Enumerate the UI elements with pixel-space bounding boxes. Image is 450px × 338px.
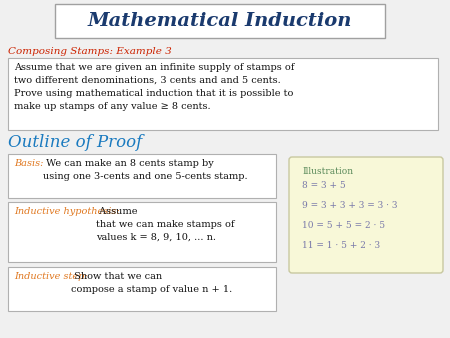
FancyBboxPatch shape [8, 154, 276, 198]
Text: Outline of Proof: Outline of Proof [8, 134, 142, 151]
FancyBboxPatch shape [55, 4, 385, 38]
Text: Assume that we are given an infinite supply of stamps of
two different denominat: Assume that we are given an infinite sup… [14, 63, 294, 111]
Text: Inductive step:: Inductive step: [14, 272, 88, 281]
FancyBboxPatch shape [289, 157, 443, 273]
FancyBboxPatch shape [8, 58, 438, 130]
Text: Illustration: Illustration [302, 167, 353, 176]
Text: Show that we can
compose a stamp of value n + 1.: Show that we can compose a stamp of valu… [71, 272, 232, 294]
Text: 10 = 5 + 5 = 2 · 5: 10 = 5 + 5 = 2 · 5 [302, 221, 385, 230]
FancyBboxPatch shape [8, 267, 276, 311]
Text: 8 = 3 + 5: 8 = 3 + 5 [302, 181, 346, 190]
Text: Composing Stamps: Example 3: Composing Stamps: Example 3 [8, 47, 172, 56]
Text: 9 = 3 + 3 + 3 = 3 · 3: 9 = 3 + 3 + 3 = 3 · 3 [302, 201, 397, 210]
Text: Assume
that we can make stamps of
values k = 8, 9, 10, ... n.: Assume that we can make stamps of values… [96, 207, 234, 242]
Text: We can make an 8 cents stamp by
using one 3-cents and one 5-cents stamp.: We can make an 8 cents stamp by using on… [43, 159, 248, 181]
Text: 11 = 1 · 5 + 2 · 3: 11 = 1 · 5 + 2 · 3 [302, 241, 380, 250]
Text: Inductive hypothesis:: Inductive hypothesis: [14, 207, 120, 216]
Text: Mathematical Induction: Mathematical Induction [88, 12, 352, 30]
Text: Basis:: Basis: [14, 159, 43, 168]
FancyBboxPatch shape [8, 202, 276, 262]
